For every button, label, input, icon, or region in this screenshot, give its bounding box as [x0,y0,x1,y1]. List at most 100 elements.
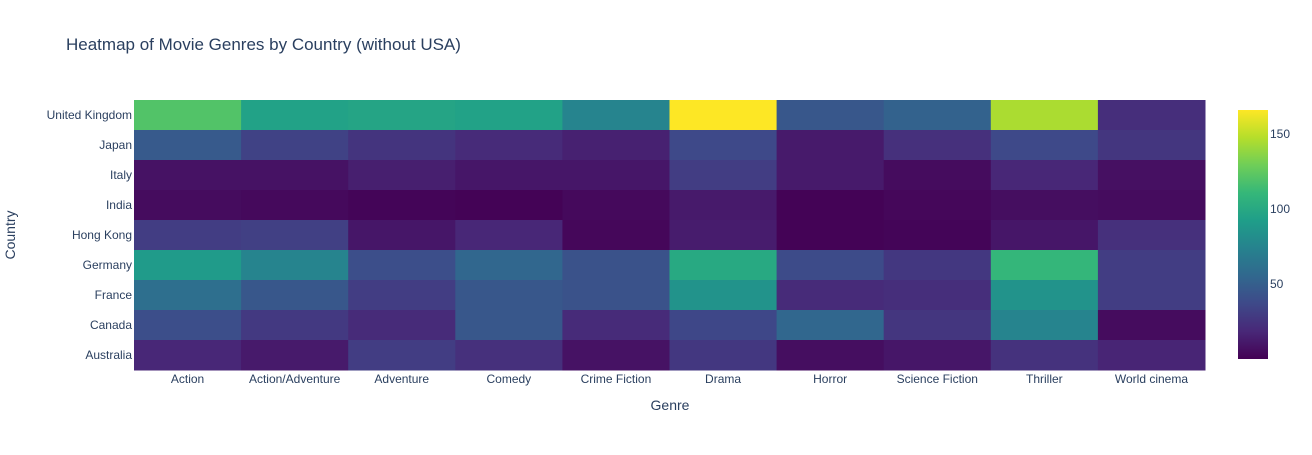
heatmap-cell [134,100,242,131]
heatmap-cell [990,310,1099,341]
heatmap-cell [1097,250,1206,281]
x-tick-label: Science Fiction [897,372,978,386]
heatmap-cell [241,310,349,341]
heatmap-cell [776,160,885,191]
heatmap-cell [562,100,670,131]
heatmap-cell [455,310,563,341]
heatmap-cell [669,220,778,251]
heatmap-cell [241,100,349,131]
heatmap-cell [990,100,1099,131]
heatmap-cell [1097,190,1206,221]
heatmap-cell [348,250,456,281]
heatmap-cell [776,250,885,281]
heatmap-cell [241,130,349,161]
heatmap-cell [776,100,885,131]
heatmap-cell [1097,220,1206,251]
heatmap-cell [455,130,563,161]
heatmap-cell [562,190,670,221]
chart-title: Heatmap of Movie Genres by Country (with… [66,35,461,54]
heatmap-cell [134,160,242,191]
y-tick-label: France [95,288,133,302]
heatmap-cell [134,340,242,371]
heatmap-cell [776,130,885,161]
heatmap-cell [348,220,456,251]
heatmap-cell [883,310,992,341]
heatmap-cell [990,340,1099,371]
heatmap-cell [883,250,992,281]
x-tick-label: Crime Fiction [581,372,652,386]
heatmap-cell [134,310,242,341]
heatmap-cell [562,160,670,191]
heatmap-cell [669,280,778,311]
heatmap-cell [241,220,349,251]
heatmap-cell [883,130,992,161]
heatmap-cell [883,220,992,251]
heatmap-cell [455,190,563,221]
heatmap-cell [134,250,242,281]
y-tick-label: Hong Kong [72,228,132,242]
heatmap-cell [562,280,670,311]
heatmap-cell [776,220,885,251]
heatmap-cell [669,130,778,161]
x-tick-label: Thriller [1026,372,1063,386]
heatmap-cell [669,190,778,221]
heatmap-cell [348,160,456,191]
heatmap-cell [241,250,349,281]
heatmap-cell [562,250,670,281]
y-tick-label: Italy [110,168,132,182]
x-axis-title: Genre [651,397,690,413]
heatmap-cells [134,100,1206,371]
y-tick-label: Japan [99,138,132,152]
y-axis-title: Country [2,210,18,259]
heatmap-cell [990,190,1099,221]
x-tick-label: Action [171,372,204,386]
heatmap-cell [241,160,349,191]
y-tick-label: Canada [90,318,132,332]
heatmap-cell [455,100,563,131]
heatmap-cell [1097,340,1206,371]
heatmap-cell [990,160,1099,191]
colorbar-tick-label: 100 [1270,202,1290,216]
heatmap-cell [455,280,563,311]
heatmap-cell [990,130,1099,161]
heatmap-cell [562,130,670,161]
heatmap-cell [1097,130,1206,161]
heatmap-cell [990,220,1099,251]
heatmap-cell [455,250,563,281]
y-tick-label: Germany [83,258,132,272]
heatmap-cell [134,220,242,251]
x-tick-label: Action/Adventure [249,372,341,386]
heatmap-cell [669,250,778,281]
heatmap-cell [562,220,670,251]
heatmap-cell [348,190,456,221]
x-tick-labels: Action Action/Adventure Adventure Comedy Cri… [171,372,1188,386]
heatmap-cell [776,190,885,221]
heatmap-cell [1097,280,1206,311]
heatmap-cell [1097,160,1206,191]
x-tick-label: Adventure [374,372,429,386]
heatmap-cell [883,100,992,131]
heatmap-cell [134,130,242,161]
heatmap-cell [134,190,242,221]
heatmap-cell [562,310,670,341]
heatmap-cell [455,220,563,251]
heatmap-cell [455,160,563,191]
heatmap-cell [348,100,456,131]
heatmap-cell [669,100,778,131]
colorbar-tick-label: 50 [1270,277,1284,291]
heatmap-cell [669,340,778,371]
y-tick-label: United Kingdom [47,108,132,122]
heatmap-cell [776,310,885,341]
y-tick-label: India [106,198,132,212]
x-tick-label: World cinema [1115,372,1188,386]
heatmap-cell [1097,100,1206,131]
heatmap-cell [348,340,456,371]
heatmap-cell [241,340,349,371]
heatmap-cell [669,160,778,191]
heatmap-cell [883,160,992,191]
heatmap-cell [883,190,992,221]
heatmap-cell [348,310,456,341]
heatmap-cell [669,310,778,341]
